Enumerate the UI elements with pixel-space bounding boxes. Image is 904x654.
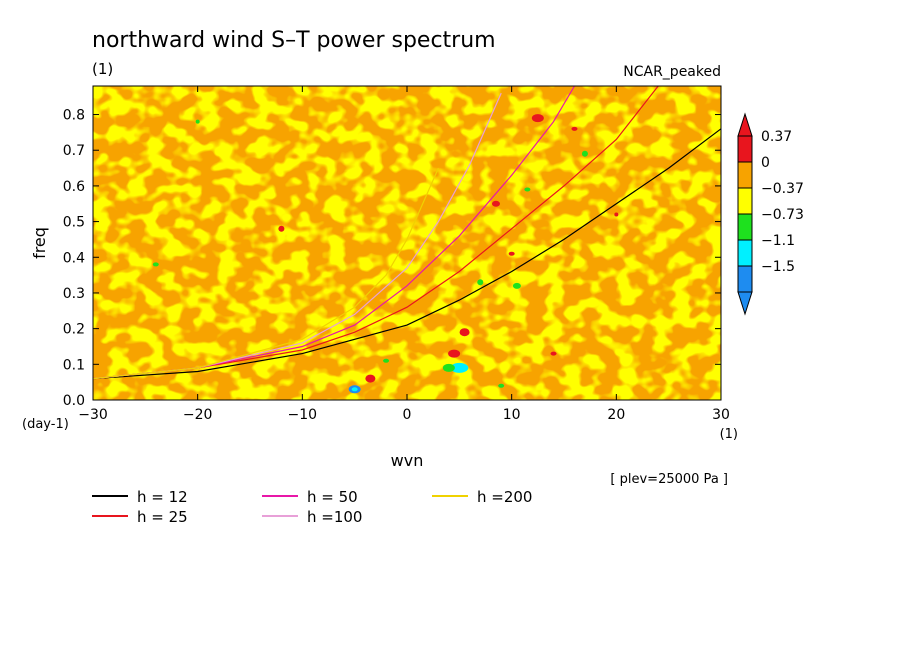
contour-patch xyxy=(442,363,455,372)
colorbar: 0.37 0 −0.37 −0.73 −1.1 −1.5 xyxy=(737,112,804,316)
contour-patch xyxy=(477,279,484,286)
legend-label: h = 12 xyxy=(137,488,188,506)
y-tick-label: 0.4 xyxy=(63,250,85,266)
colorbar-box xyxy=(737,187,753,215)
y-tick-label: 0.3 xyxy=(63,286,85,302)
pressure-level-note: [ plev=25000 Pa ] xyxy=(610,472,728,487)
x-tick-label: −20 xyxy=(183,407,213,423)
title-unit: (1) xyxy=(92,60,113,78)
x-axis: −30 −20 −10 0 10 20 30 xyxy=(78,86,730,423)
colorbar-box xyxy=(737,135,753,163)
dispersion-curve xyxy=(93,167,439,380)
y-axis-label: freq xyxy=(30,227,49,259)
y-tick-label: 0.1 xyxy=(63,357,85,373)
chart-title: northward wind S–T power spectrum xyxy=(92,28,496,53)
contour-patch xyxy=(508,251,515,256)
legend-label: h =200 xyxy=(477,488,532,506)
contour-patches xyxy=(152,114,619,394)
y-tick-label: 0.2 xyxy=(63,322,85,338)
contour-patch xyxy=(450,362,469,373)
contour-patch xyxy=(571,126,578,131)
colorbar-label: −1.5 xyxy=(761,259,795,275)
contour-patch xyxy=(581,150,588,157)
contour-patch xyxy=(459,328,470,337)
plot-area xyxy=(92,85,722,401)
colorbar-box xyxy=(737,265,753,293)
y-axis: 0.0 0.1 0.2 0.3 0.4 0.5 0.6 0.7 0.8 xyxy=(63,108,721,409)
y-tick-label: 0.5 xyxy=(63,215,85,231)
contour-patch xyxy=(550,351,557,356)
legend: h = 12 h = 25 h = 50 h =100 h =200 xyxy=(92,488,532,526)
colorbar-label: 0 xyxy=(761,155,770,171)
contour-patch xyxy=(365,374,376,383)
contour-patch xyxy=(195,119,200,124)
x-tick-label: 20 xyxy=(607,407,625,423)
model-label: NCAR_peaked xyxy=(623,64,721,80)
dispersion-curve xyxy=(93,86,659,380)
contour-patch xyxy=(351,387,358,392)
contour-patch xyxy=(614,212,619,217)
y-tick-label: 0.6 xyxy=(63,179,85,195)
legend-label: h = 50 xyxy=(307,488,358,506)
contour-patch xyxy=(278,225,285,232)
colorbar-top-triangle xyxy=(737,112,753,137)
x-tick-label: 0 xyxy=(403,407,412,423)
y-tick-label: 0.8 xyxy=(63,108,85,124)
colorbar-box xyxy=(737,239,753,267)
contour-patch xyxy=(448,349,461,358)
y-tick-label: 0.7 xyxy=(63,143,85,159)
contour-patch xyxy=(152,262,159,267)
contour-patch xyxy=(383,358,390,363)
x-tick-label: −30 xyxy=(78,407,108,423)
contour-patch xyxy=(498,383,505,388)
y-tick-label: 0.0 xyxy=(63,393,85,409)
x-tick-label: 30 xyxy=(712,407,730,423)
x-axis-unit: (1) xyxy=(720,427,738,442)
colorbar-bottom-triangle xyxy=(737,291,753,316)
dispersion-curve xyxy=(93,128,721,380)
contour-patch xyxy=(531,114,544,123)
contour-patch xyxy=(524,187,531,192)
colorbar-label: 0.37 xyxy=(761,129,792,145)
colorbar-box xyxy=(737,213,753,241)
x-tick-label: −10 xyxy=(288,407,318,423)
x-axis-label: wvn xyxy=(391,451,424,470)
field-orange-mottle xyxy=(93,86,721,400)
y-axis-unit: (day-1) xyxy=(22,417,69,432)
colorbar-label: −0.73 xyxy=(761,207,804,223)
legend-label: h =100 xyxy=(307,508,362,526)
colorbar-label: −0.37 xyxy=(761,181,804,197)
colorbar-label: −1.1 xyxy=(761,233,795,249)
dispersion-curves xyxy=(93,86,721,380)
x-tick-label: 10 xyxy=(503,407,521,423)
contour-patch xyxy=(512,282,521,289)
contour-patch xyxy=(491,200,500,207)
legend-label: h = 25 xyxy=(137,508,188,526)
colorbar-box xyxy=(737,161,753,189)
dispersion-curve xyxy=(93,86,576,380)
